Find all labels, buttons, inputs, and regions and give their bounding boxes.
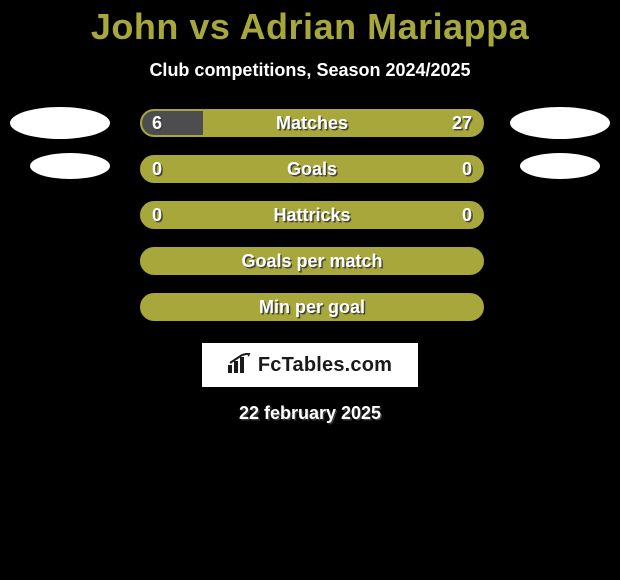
brand-badge: FcTables.com — [202, 343, 418, 387]
stat-label: Matches — [142, 111, 482, 135]
chart-icon — [228, 353, 252, 378]
stat-row: 00Goals — [0, 153, 620, 199]
stat-row: Min per goal — [0, 291, 620, 337]
comparison-infographic: John vs Adrian Mariappa Club competition… — [0, 6, 620, 424]
stat-label: Goals per match — [142, 249, 482, 273]
stat-label: Goals — [142, 157, 482, 181]
stat-bar: 00Goals — [140, 155, 484, 183]
stat-bar: 627Matches — [140, 109, 484, 137]
stat-row: 627Matches — [0, 107, 620, 153]
brand-text: FcTables.com — [258, 354, 392, 377]
stat-label: Min per goal — [142, 295, 482, 319]
stat-bar: Min per goal — [140, 293, 484, 321]
player-badge-right — [510, 107, 610, 139]
stat-rows: 627Matches 00Goals 00Hattricks Goals per ma… — [0, 107, 620, 337]
player-badge-left — [10, 107, 110, 139]
player-badge-right — [520, 153, 600, 179]
player-badge-left — [30, 153, 110, 179]
stat-bar: Goals per match — [140, 247, 484, 275]
page-title: John vs Adrian Mariappa — [0, 6, 620, 48]
subtitle: Club competitions, Season 2024/2025 — [0, 60, 620, 81]
date-label: 22 february 2025 — [0, 403, 620, 424]
stat-label: Hattricks — [142, 203, 482, 227]
stat-row: 00Hattricks — [0, 199, 620, 245]
stat-row: Goals per match — [0, 245, 620, 291]
stat-bar: 00Hattricks — [140, 201, 484, 229]
